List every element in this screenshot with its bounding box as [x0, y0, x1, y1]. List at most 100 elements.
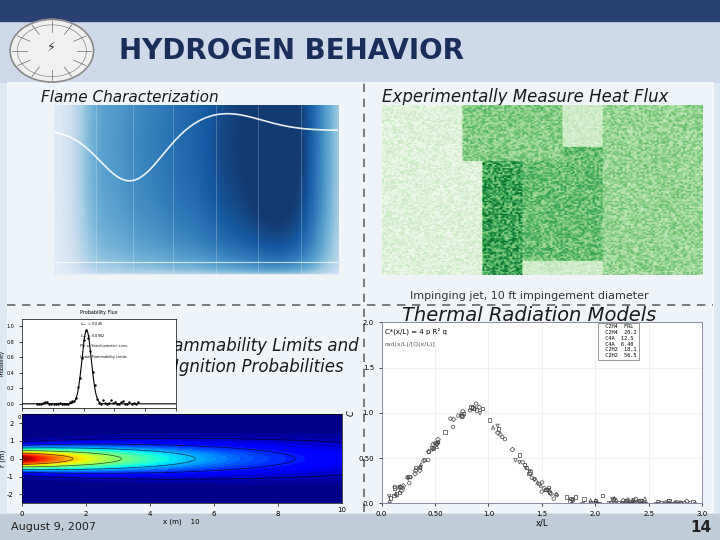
Point — [492, 429, 504, 437]
Point — [656, 499, 667, 508]
Point — [487, 423, 499, 431]
Point — [410, 463, 421, 471]
Point — [613, 499, 625, 508]
Point — [608, 494, 620, 503]
Point — [391, 490, 402, 498]
Point — [639, 499, 650, 508]
Point — [484, 416, 495, 424]
Point — [608, 498, 620, 507]
Bar — [0, 514, 720, 540]
Text: C*(x/L) = 4 p R² q: C*(x/L) = 4 p R² q — [384, 328, 446, 335]
Point — [663, 499, 675, 508]
Point — [517, 458, 528, 467]
Point — [513, 458, 525, 467]
Point — [544, 487, 555, 496]
Text: August 9, 2007: August 9, 2007 — [11, 522, 96, 532]
Point — [679, 499, 690, 508]
Point — [495, 430, 506, 439]
Point — [423, 447, 434, 456]
Point — [578, 495, 590, 503]
Point — [415, 460, 427, 469]
Point — [413, 463, 425, 472]
Point — [405, 473, 416, 482]
Point — [414, 466, 426, 475]
Point — [545, 490, 557, 498]
Point — [465, 402, 477, 411]
Point — [457, 407, 469, 416]
Point — [428, 440, 439, 449]
Point — [452, 411, 464, 420]
Point — [448, 415, 459, 424]
Point — [499, 435, 510, 443]
Text: Probability Flux: Probability Flux — [80, 310, 118, 315]
Point — [628, 499, 639, 508]
Point — [510, 456, 521, 464]
Point — [684, 499, 696, 508]
Point — [550, 489, 562, 498]
Text: $f_{CH4}$ = 0.0902: $f_{CH4}$ = 0.0902 — [81, 332, 106, 340]
Point — [663, 496, 675, 505]
Point — [590, 499, 602, 508]
Point — [611, 499, 622, 508]
Point — [630, 495, 642, 503]
Point — [637, 498, 649, 507]
Point — [539, 484, 550, 492]
Point — [445, 414, 456, 423]
Point — [623, 497, 634, 506]
Point — [675, 499, 687, 508]
Point — [627, 496, 639, 505]
Point — [641, 499, 652, 508]
Point — [576, 499, 588, 508]
Point — [402, 474, 414, 483]
Text: Lower Flammability Limits: Lower Flammability Limits — [81, 355, 127, 359]
Point — [540, 485, 552, 494]
Point — [649, 499, 661, 508]
Point — [585, 499, 597, 508]
Text: ⚡: ⚡ — [48, 41, 56, 54]
Point — [593, 499, 605, 508]
Point — [624, 499, 636, 508]
Point — [507, 446, 518, 454]
Point — [540, 485, 552, 494]
Point — [597, 491, 608, 500]
Point — [617, 499, 629, 508]
Point — [681, 497, 693, 505]
Point — [590, 496, 601, 505]
Point — [528, 476, 540, 484]
Point — [544, 488, 555, 497]
Point — [629, 499, 641, 508]
Point — [633, 498, 644, 507]
Point — [457, 409, 469, 417]
Point — [415, 462, 426, 471]
Point — [433, 437, 444, 446]
Point — [626, 496, 638, 505]
Point — [410, 469, 421, 478]
Point — [672, 499, 684, 508]
Point — [665, 499, 676, 508]
Point — [429, 438, 441, 447]
Point — [590, 496, 601, 504]
Point — [634, 496, 646, 505]
Point — [635, 499, 647, 508]
Text: Phi at Stoichiometric cons.: Phi at Stoichiometric cons. — [81, 343, 128, 348]
Point — [536, 478, 548, 487]
Point — [469, 404, 480, 413]
Point — [493, 424, 505, 433]
Point — [631, 498, 643, 507]
Point — [393, 483, 405, 491]
Point — [532, 478, 544, 487]
Point — [403, 479, 415, 488]
Point — [637, 499, 649, 508]
Point — [431, 440, 443, 448]
Point — [418, 455, 430, 464]
Point — [474, 409, 486, 417]
Point — [544, 483, 555, 492]
Point — [524, 467, 536, 476]
Point — [427, 446, 438, 454]
X-axis label: Methane Concentration (mole fraction): Methane Concentration (mole fraction) — [51, 426, 147, 431]
Point — [397, 482, 409, 490]
Point — [471, 406, 482, 414]
Point — [660, 499, 671, 508]
Point — [628, 496, 639, 504]
Point — [668, 499, 680, 508]
